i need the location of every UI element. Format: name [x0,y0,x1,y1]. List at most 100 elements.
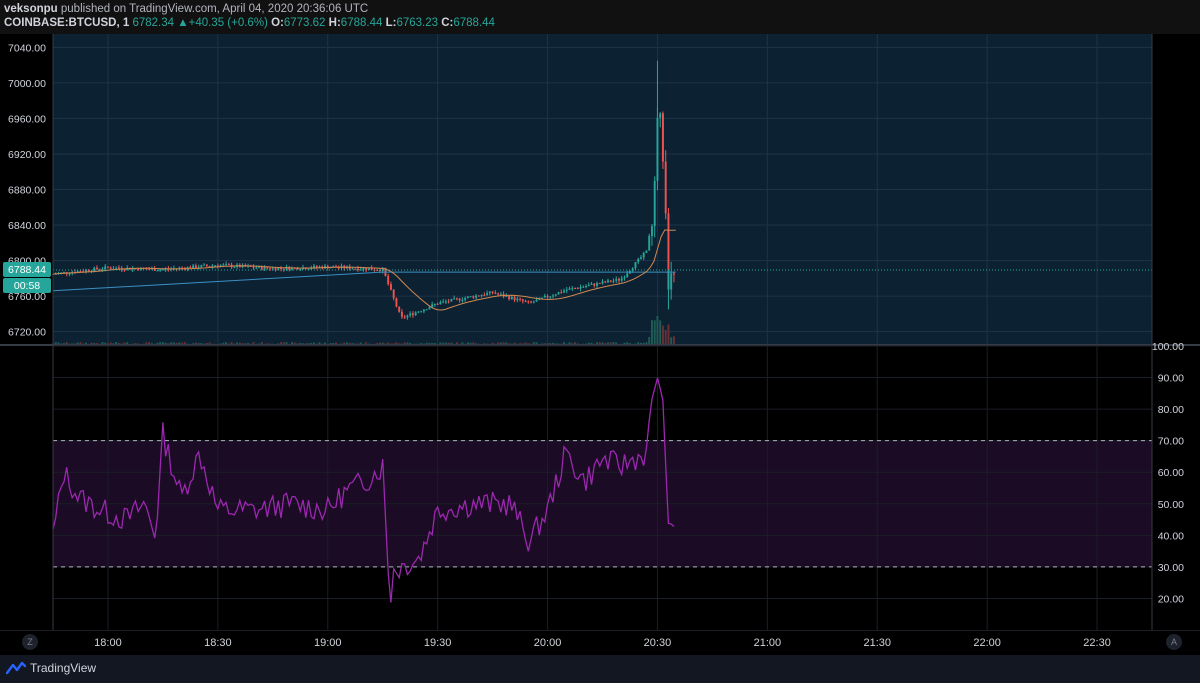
candle-body[interactable] [299,269,302,271]
candle-body[interactable] [192,265,195,269]
price-axis[interactable]: 7040.00 7000.00 6960.00 6920.00 6880.00 6840.… [8,42,46,338]
candle-body[interactable] [436,303,439,305]
candle-body[interactable] [411,313,414,316]
candle-body[interactable] [332,266,335,268]
candle-body[interactable] [214,265,217,267]
zoom-button[interactable]: Z [22,634,38,650]
candle-body[interactable] [442,301,445,303]
candle-body[interactable] [117,267,120,269]
candle-body[interactable] [565,289,568,291]
candle-body[interactable] [98,269,101,271]
candle-body[interactable] [488,291,491,294]
candle-body[interactable] [598,283,601,285]
candle-body[interactable] [194,265,197,268]
candle-body[interactable] [530,301,533,303]
rsi-axis[interactable]: 100.00 90.00 80.00 70.00 60.00 50.00 40.00 30.0… [1152,341,1184,605]
candle-body[interactable] [579,287,582,289]
candle-body[interactable] [513,296,516,301]
tradingview-logo[interactable]: TradingView [6,661,96,675]
candle-body[interactable] [337,267,340,269]
candle-body[interactable] [395,298,398,307]
candle-body[interactable] [189,266,192,269]
candle-body[interactable] [466,296,469,299]
candle-body[interactable] [645,250,648,253]
candle-body[interactable] [422,309,425,312]
candle-body[interactable] [378,270,381,272]
candle-body[interactable] [560,292,563,294]
candle-body[interactable] [365,268,368,270]
candle-body[interactable] [68,273,71,275]
candle-body[interactable] [590,283,593,285]
candle-body[interactable] [486,293,489,296]
candle-body[interactable] [497,293,500,295]
candle-body[interactable] [618,278,620,281]
candle-body[interactable] [505,295,508,297]
candle-body[interactable] [156,270,159,272]
candle-body[interactable] [115,267,118,269]
candle-body[interactable] [585,286,587,288]
candle-body[interactable] [354,268,357,270]
candle-body[interactable] [406,315,409,318]
candle-body[interactable] [417,311,420,313]
chart-panes[interactable]: 7040.00 7000.00 6960.00 6920.00 6880.00 6840.… [0,34,1200,630]
candle-body[interactable] [208,265,211,267]
candle-body[interactable] [227,264,230,266]
candle-body[interactable] [510,296,513,300]
candle-body[interactable] [634,262,637,269]
candle-body[interactable] [277,267,280,271]
candle-body[interactable] [398,306,401,312]
candle-body[interactable] [274,268,277,271]
candle-body[interactable] [672,273,675,275]
candle-body[interactable] [519,298,522,300]
candle-body[interactable] [340,265,343,268]
candle-body[interactable] [178,267,181,269]
candle-body[interactable] [571,288,574,290]
candle-body[interactable] [615,278,618,281]
candle-body[interactable] [653,180,656,227]
candle-body[interactable] [612,280,615,282]
candle-body[interactable] [659,113,662,118]
candle-body[interactable] [359,269,362,271]
candle-body[interactable] [106,266,109,268]
candle-body[interactable] [313,265,315,269]
candle-body[interactable] [351,268,354,270]
candle-body[interactable] [131,268,134,270]
candle-body[interactable] [461,299,464,301]
candle-body[interactable] [552,295,555,297]
candle-body[interactable] [310,268,313,270]
candle-body[interactable] [469,296,472,298]
candle-body[interactable] [563,290,565,293]
candle-body[interactable] [315,265,318,268]
candle-body[interactable] [425,309,428,311]
candle-body[interactable] [370,268,373,270]
candle-body[interactable] [263,266,266,270]
candle-body[interactable] [637,258,640,263]
time-axis-svg[interactable]: 18:00 18:30 19:00 19:30 20:00 20:30 21:00 21:30… [0,629,1200,655]
candle-body[interactable] [260,266,263,270]
candle-body[interactable] [79,270,82,272]
candle-body[interactable] [280,267,283,269]
candle-body[interactable] [392,289,395,299]
candle-body[interactable] [258,266,261,268]
candle-body[interactable] [123,269,126,271]
auto-scale-button[interactable]: A [1166,634,1182,650]
candle-body[interactable] [450,298,453,302]
candle-body[interactable] [494,292,497,294]
candle-body[interactable] [63,272,65,274]
candle-body[interactable] [307,268,310,270]
candle-body[interactable] [433,303,436,305]
candle-body[interactable] [271,268,274,270]
candle-body[interactable] [620,278,623,281]
candle-body[interactable] [387,276,390,285]
candle-body[interactable] [455,298,458,300]
candle-body[interactable] [640,257,642,259]
candle-body[interactable] [389,284,392,290]
candle-body[interactable] [458,298,461,301]
candle-body[interactable] [60,272,63,274]
candle-body[interactable] [93,267,96,272]
candle-body[interactable] [472,296,475,298]
candle-body[interactable] [222,264,225,266]
candle-body[interactable] [357,268,359,271]
candle-body[interactable] [87,269,90,272]
candle-body[interactable] [623,277,626,279]
